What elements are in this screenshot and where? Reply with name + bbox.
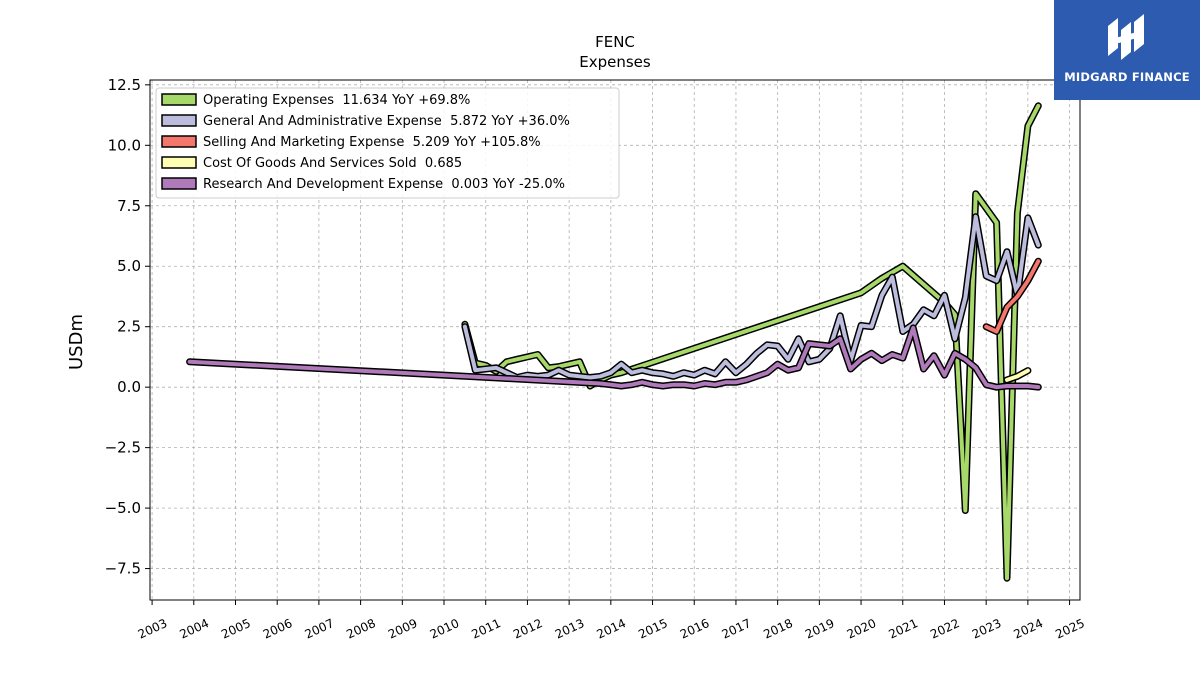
y-axis-label: USDm <box>66 314 87 370</box>
x-tick-label: 2019 <box>803 616 837 642</box>
x-tick-label: 2010 <box>428 616 462 642</box>
brand-logo: MIDGARD FINANCE <box>1054 0 1200 100</box>
y-tick-label: 7.5 <box>117 197 141 215</box>
chart-title: FENC <box>595 33 635 51</box>
x-tick-label: 2017 <box>720 616 754 642</box>
y-tick-label: −2.5 <box>105 439 141 457</box>
series-research-and-development-expense <box>186 324 1042 391</box>
x-tick-label: 2005 <box>219 616 253 642</box>
y-tick-label: 5.0 <box>117 257 141 275</box>
x-tick-label: 2024 <box>1012 616 1046 642</box>
series-line <box>984 259 1041 334</box>
y-tick-label: 2.5 <box>117 318 141 336</box>
x-tick-label: 2003 <box>136 616 170 642</box>
series-selling-and-marketing-expense <box>982 257 1042 335</box>
x-tick-label: 2013 <box>553 616 587 642</box>
series-line <box>462 214 1041 380</box>
x-tick-label: 2020 <box>845 616 879 642</box>
x-tick-label: 2016 <box>678 616 712 642</box>
x-tick-label: 2014 <box>594 616 628 642</box>
legend-swatch <box>161 114 197 127</box>
y-tick-label: −5.0 <box>105 499 141 517</box>
x-tick-label: 2022 <box>928 616 962 642</box>
y-tick-label: 12.5 <box>108 76 141 94</box>
legend-box <box>155 87 620 199</box>
legend: Operating Expenses 11.634 YoY +69.8% Gene… <box>155 87 620 199</box>
x-tick-label: 2021 <box>886 616 920 642</box>
legend-swatch <box>161 177 197 190</box>
x-tick-label: 2009 <box>386 616 420 642</box>
legend-label: General And Administrative Expense 5.872… <box>203 114 570 129</box>
midgard-logo-icon <box>1108 14 1144 60</box>
legend-label: Selling And Marketing Expense 5.209 YoY … <box>203 135 541 150</box>
chart-subtitle: Expenses <box>579 53 651 71</box>
x-tick-label: 2006 <box>261 616 295 642</box>
series-general-and-administrative-expense <box>461 213 1042 381</box>
series-cost-of-goods-and-services-sold <box>1003 367 1032 384</box>
series-line <box>1005 368 1030 382</box>
x-tick-label: 2008 <box>344 616 378 642</box>
x-tick-label: 2023 <box>970 616 1004 642</box>
x-tick-label: 2012 <box>511 616 545 642</box>
x-tick-label: 2018 <box>761 616 795 642</box>
y-tick-label: 0.0 <box>117 378 141 396</box>
legend-swatch <box>161 156 197 169</box>
axes <box>149 79 1081 601</box>
legend-label: Cost Of Goods And Services Sold 0.685 <box>203 156 462 171</box>
legend-label: Operating Expenses 11.634 YoY +69.8% <box>203 93 470 108</box>
y-tick-label: 10.0 <box>108 136 141 154</box>
brand-name: MIDGARD FINANCE <box>1064 70 1190 84</box>
x-tick-label: 2007 <box>303 616 337 642</box>
series-line <box>187 325 1041 390</box>
x-tick-label: 2004 <box>177 616 211 642</box>
series-layer <box>186 102 1042 582</box>
legend-swatch <box>161 93 197 106</box>
plot-frame <box>149 79 1081 601</box>
x-tick-label: 2025 <box>1053 616 1087 642</box>
y-tick-label: −7.5 <box>105 560 141 578</box>
legend-label: Research And Development Expense 0.003 Y… <box>203 177 565 192</box>
x-tick-label: 2015 <box>636 616 670 642</box>
legend-swatch <box>161 135 197 148</box>
x-tick-label: 2011 <box>469 616 503 642</box>
